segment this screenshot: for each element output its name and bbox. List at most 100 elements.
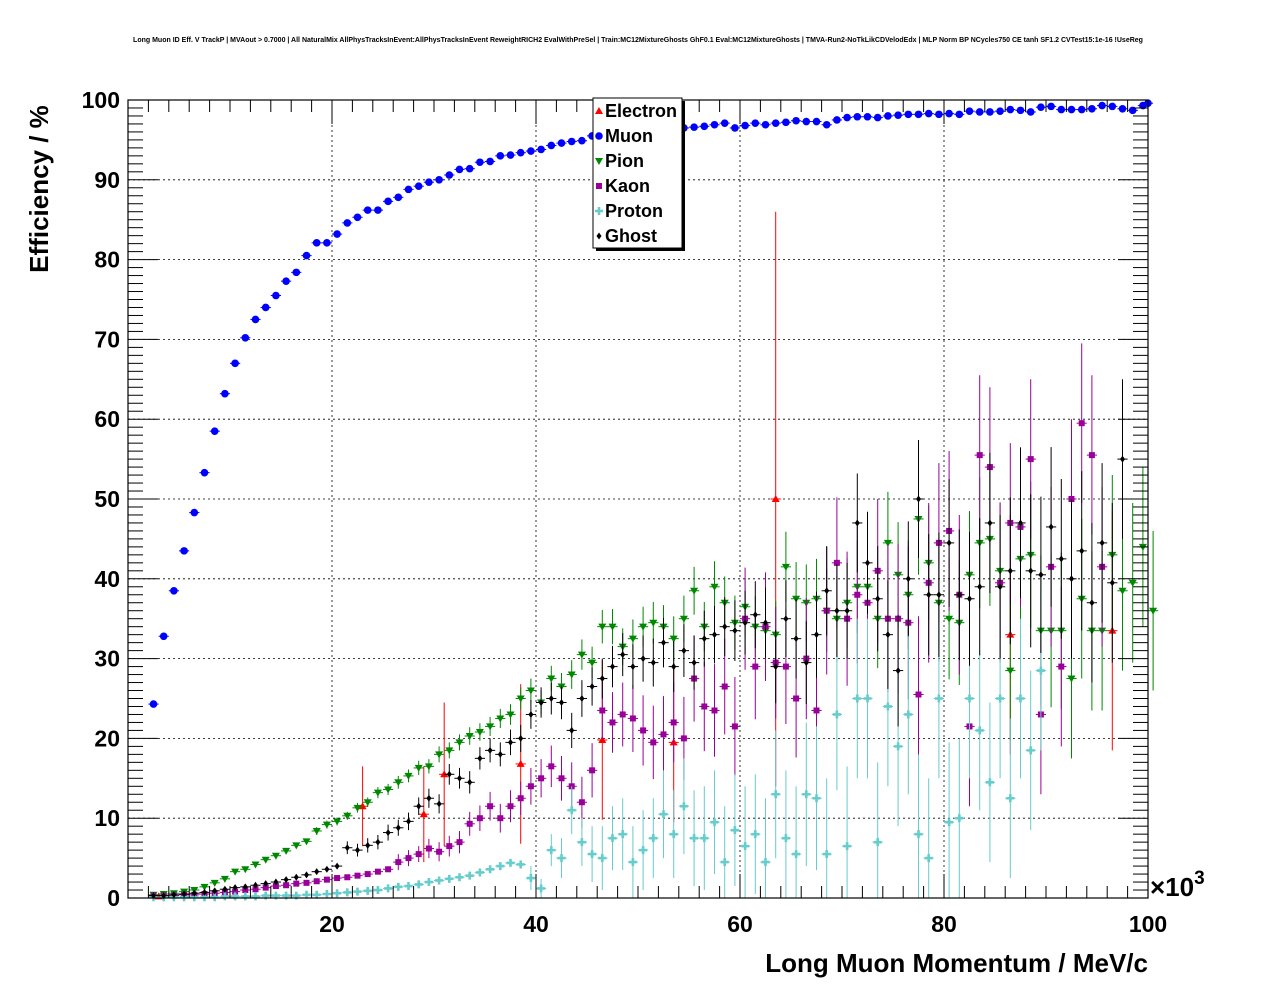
kaon-point <box>680 735 687 742</box>
muon-point <box>700 122 709 131</box>
ghost-point <box>365 841 371 849</box>
kaon-point <box>731 723 738 730</box>
pion-point <box>424 763 433 771</box>
kaon-point <box>252 886 259 893</box>
pion-point <box>231 868 240 876</box>
ghost-point <box>1038 571 1044 579</box>
muon-point <box>1016 106 1025 115</box>
y-tick-label: 30 <box>94 646 120 672</box>
ghost-point <box>304 871 309 879</box>
pion-point <box>496 715 505 723</box>
muon-point <box>527 147 535 155</box>
muon-point <box>1026 108 1035 116</box>
pion-point <box>302 838 311 846</box>
pion-point <box>394 779 403 787</box>
ghost-point <box>579 695 585 702</box>
legend-label-muon: Muon <box>605 126 653 146</box>
proton-point <box>832 710 841 719</box>
muon-point <box>986 108 994 116</box>
ghost-point <box>355 846 360 854</box>
axes: 20 40 60 80 100 0 10 20 30 40 50 60 70 80 90 100 <box>82 87 1168 937</box>
ghost-point <box>191 889 197 897</box>
muon-point <box>567 137 576 146</box>
ghost-point <box>691 659 697 667</box>
pion-point <box>333 818 342 826</box>
muon-point <box>1118 104 1127 113</box>
proton-point <box>628 858 637 867</box>
ghost-point <box>1018 519 1023 527</box>
proton-point <box>730 826 739 835</box>
kaon-point <box>609 719 616 726</box>
muon-point <box>1067 105 1076 114</box>
proton-point <box>292 891 301 900</box>
y-tick-label: 20 <box>94 725 120 751</box>
proton-point <box>414 880 423 889</box>
muon-point <box>231 359 239 368</box>
proton-point <box>353 887 362 896</box>
kaon-point <box>1088 452 1095 459</box>
ghost-point <box>569 726 575 734</box>
kaon-point <box>650 739 657 746</box>
ghost-point <box>824 587 830 595</box>
pion-point <box>312 827 321 835</box>
x-tick-label: 60 <box>727 911 753 937</box>
y-tick-label: 90 <box>94 167 120 193</box>
proton-point <box>924 854 933 863</box>
proton-point <box>781 834 790 843</box>
muon-point <box>486 157 494 166</box>
ghost-point <box>1069 575 1074 583</box>
proton-point <box>843 842 852 851</box>
kaon-point <box>354 872 361 879</box>
legend-marker-electron <box>595 107 603 114</box>
pion-point <box>251 861 260 869</box>
ghost-point <box>865 559 870 567</box>
kaon-point <box>721 683 728 690</box>
pion-point <box>506 711 515 719</box>
proton-point <box>271 891 280 900</box>
ghost-point <box>467 778 473 786</box>
muon-point <box>404 185 413 194</box>
x-tick-label: 20 <box>319 911 345 937</box>
ghost-point <box>242 883 248 891</box>
ghost-point <box>1099 539 1105 547</box>
pion-point <box>639 623 648 631</box>
muon-point <box>557 139 566 147</box>
ghost-point <box>671 663 677 671</box>
muon-point <box>843 113 851 122</box>
muon-point <box>1047 102 1055 111</box>
muon-point <box>516 148 525 157</box>
pion-point <box>690 587 699 595</box>
proton-point <box>761 858 770 867</box>
pion-point <box>200 883 209 891</box>
ghost-point <box>181 890 187 898</box>
muon-point <box>210 427 219 435</box>
y-tick-label: 70 <box>94 326 120 352</box>
muon-point <box>935 110 943 119</box>
muon-point <box>1088 104 1096 113</box>
kaon-point <box>752 663 759 670</box>
ghost-point <box>967 595 972 603</box>
ghost-point <box>1079 547 1085 555</box>
legend-label-ghost: Ghost <box>605 226 657 246</box>
proton-point <box>282 891 291 900</box>
muon-point <box>833 116 841 124</box>
ghost-point <box>548 695 554 702</box>
muon-point <box>965 107 974 115</box>
proton-point <box>639 846 648 855</box>
legend: Electron Muon Pion Kaon Proton Ghost <box>592 97 685 251</box>
electron-point <box>419 810 428 818</box>
kaon-point <box>589 767 596 774</box>
proton-point <box>475 868 484 877</box>
proton-point <box>302 890 311 899</box>
ghost-point <box>1089 599 1095 607</box>
kaon-point <box>232 888 239 895</box>
muon-point <box>853 112 862 121</box>
ghost-point <box>1028 567 1034 575</box>
ghost-point <box>151 892 156 900</box>
proton-point <box>557 854 566 863</box>
ghost-point <box>977 583 983 591</box>
ghost-point <box>1109 579 1115 587</box>
kaon-point <box>558 775 565 782</box>
pion-point <box>567 671 576 679</box>
muon-point <box>1006 105 1015 114</box>
